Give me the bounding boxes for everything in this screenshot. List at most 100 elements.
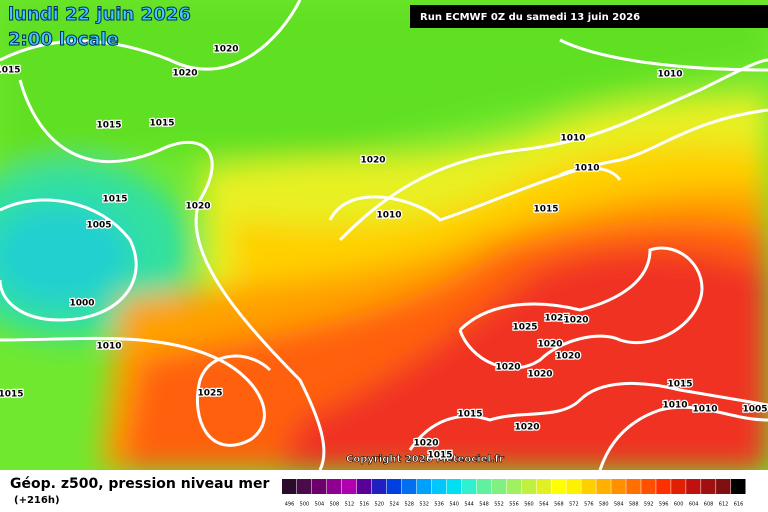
lead-time: (+216h) [14, 495, 60, 506]
map-field: Run ECMWF 0Z du samedi 13 juin 2026 lund… [0, 0, 768, 470]
colorbar-swatch [566, 479, 581, 494]
colorbar-swatch [671, 479, 686, 494]
isobar-label: 1020 [495, 363, 520, 373]
isobar-label: 1015 [457, 410, 482, 420]
isobar-label: 1000 [69, 299, 94, 309]
colorbar-swatch [371, 479, 387, 494]
colorbar-label: 584 [614, 502, 624, 508]
colorbar-label: 552 [494, 502, 504, 508]
colorbar-label: 568 [554, 502, 564, 508]
colorbar-label: 560 [524, 502, 534, 508]
isobar-label: 1005 [742, 405, 767, 415]
isobar-label: 1010 [96, 342, 121, 352]
colorbar-label: 588 [629, 502, 639, 508]
colorbar-swatch [356, 479, 372, 494]
isobar-label: 1015 [0, 390, 24, 400]
colorbar-swatch [431, 479, 447, 494]
colorbar-swatch [626, 479, 641, 494]
colorbar-label: 496 [285, 502, 295, 508]
colorbar-label: 516 [360, 502, 370, 508]
isobar-label: 1005 [86, 221, 111, 231]
colorbar-label: 572 [569, 502, 579, 508]
colorbar-swatch [686, 479, 701, 494]
isobar-label: 1020 [185, 202, 210, 212]
copyright: Copyright 2026 Meteociel.fr [346, 454, 504, 465]
isobar-label: 1020 [514, 423, 539, 433]
isobar-label: 1020 [563, 316, 588, 326]
isobar-label: 1015 [102, 195, 127, 205]
colorbar-label: 500 [300, 502, 310, 508]
colorbar-label: 520 [375, 502, 385, 508]
footer-title: Géop. z500, pression niveau mer [10, 476, 269, 492]
colorbar-label: 564 [539, 502, 549, 508]
colorbar-swatch [446, 479, 462, 494]
colorbar-swatch [416, 479, 432, 494]
isobar-label: 1015 [427, 451, 452, 461]
isobar-label: 1015 [667, 380, 692, 390]
colorbar-label: 612 [719, 502, 729, 508]
isobar-label: 1020 [172, 69, 197, 79]
colorbar-label: 536 [434, 502, 444, 508]
isobar-label: 1010 [574, 164, 599, 174]
colorbar-swatch [401, 479, 417, 494]
colorbar-label: 524 [389, 502, 399, 508]
colorbar-swatch [656, 479, 671, 494]
colorbar-swatch [701, 479, 716, 494]
isobar-label: 1010 [560, 134, 585, 144]
colorbar-label: 608 [704, 502, 714, 508]
colorbar-swatch [491, 479, 507, 494]
colorbar-swatch [282, 479, 297, 494]
run-info: Run ECMWF 0Z du samedi 13 juin 2026 [420, 12, 640, 23]
isobar-label: 1015 [0, 66, 21, 76]
isobar-label: 1020 [527, 370, 552, 380]
colorbar-label: 544 [464, 502, 474, 508]
isobar-label: 1010 [692, 405, 717, 415]
colorbar-label: 556 [509, 502, 519, 508]
isobar-label: 1025 [544, 314, 569, 324]
isobar-label: 1020 [213, 45, 238, 55]
colorbar-label: 548 [479, 502, 489, 508]
colorbar-swatch [716, 479, 731, 494]
colorbar-swatch [596, 479, 611, 494]
isobar-label: 1025 [197, 389, 222, 399]
isobar-label: 1020 [555, 352, 580, 362]
colorbar-label: 532 [419, 502, 429, 508]
colorbar-label: 576 [584, 502, 594, 508]
colorbar-label: 540 [449, 502, 459, 508]
run-box [410, 5, 768, 28]
colorbar-swatch [731, 479, 746, 494]
colorbar-label: 596 [659, 502, 669, 508]
colorbar-label: 600 [674, 502, 684, 508]
colorbar-label: 512 [345, 502, 355, 508]
isobar-label: 1015 [533, 205, 558, 215]
colorbar-swatch [536, 479, 551, 494]
isobar-label: 1020 [360, 156, 385, 166]
colorbar-label: 508 [330, 502, 340, 508]
colorbar-swatch [506, 479, 521, 494]
time: 2:00 locale [8, 29, 119, 50]
colorbar-swatch [641, 479, 656, 494]
colorbar: 496 500 504 508 512 516 520 524 528 532 536 540 544 5… [282, 479, 746, 508]
isobar-label: 1010 [657, 70, 682, 80]
colorbar-swatch [611, 479, 626, 494]
isobar-label: 1015 [149, 119, 174, 129]
isobar-label: 1015 [96, 121, 121, 131]
colorbar-swatch [551, 479, 566, 494]
colorbar-label: 528 [404, 502, 414, 508]
colorbar-label: 616 [734, 502, 744, 508]
colorbar-swatch [296, 479, 312, 494]
isobar-label: 1025 [512, 323, 537, 333]
colorbar-swatch [521, 479, 536, 494]
isobar-label: 1010 [376, 211, 401, 221]
colorbar-swatch [341, 479, 357, 494]
colorbar-label: 504 [315, 502, 325, 508]
colorbar-label: 580 [599, 502, 609, 508]
colorbar-swatch [476, 479, 492, 494]
colorbar-label: 592 [644, 502, 654, 508]
colorbar-swatch [386, 479, 402, 494]
colorbar-swatch [311, 479, 327, 494]
colorbar-label: 604 [689, 502, 699, 508]
isobar-label: 1020 [537, 340, 562, 350]
colorbar-swatch [326, 479, 342, 494]
